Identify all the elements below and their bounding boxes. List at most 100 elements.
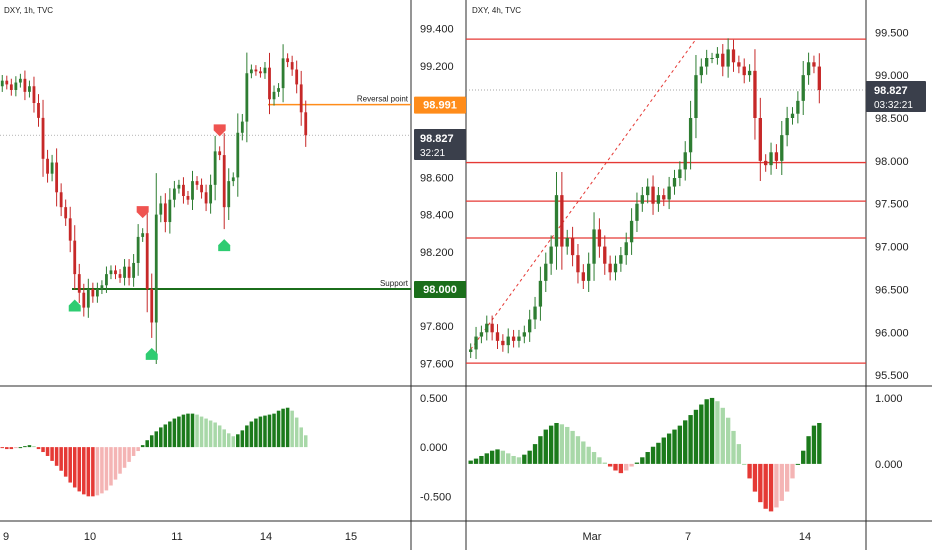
candle-body: [73, 240, 77, 275]
left-histogram: [0, 407, 308, 497]
candle-body: [662, 195, 666, 200]
left-countdown: 32:21: [420, 148, 445, 159]
left-y-tick: 98.200: [420, 247, 454, 259]
histogram-bar: [195, 414, 199, 448]
histogram-bar: [715, 401, 720, 464]
candle-body: [533, 306, 537, 320]
left-y-tick: 97.800: [420, 321, 454, 333]
candle-body: [694, 75, 698, 118]
left-hist-tick: 0.500: [420, 393, 448, 405]
histogram-bar: [186, 413, 190, 448]
candle-body: [14, 82, 18, 90]
candle-body: [154, 214, 158, 323]
histogram-bar: [784, 463, 790, 492]
histogram-bar: [27, 445, 32, 448]
candle-body: [236, 132, 240, 178]
right-y-axis: 99.500 99.000 98.500 98.000 97.500 97.000 96.5…: [875, 27, 909, 382]
candle-body: [182, 184, 185, 196]
candle-body: [281, 58, 285, 89]
histogram-bar: [149, 435, 154, 448]
histogram-bar: [543, 429, 548, 464]
right-level-lines: [466, 38, 866, 364]
histogram-bar: [768, 463, 774, 512]
candle-body: [646, 186, 650, 196]
histogram-bar: [276, 410, 281, 448]
histogram-bar: [59, 447, 63, 471]
reversal-line-label: Reversal point: [357, 95, 409, 104]
candle-body: [528, 319, 532, 333]
candle-body: [597, 229, 602, 247]
candle-body: [295, 69, 299, 85]
candle-body: [299, 84, 303, 113]
histogram-bar: [704, 399, 709, 464]
candle-body: [742, 66, 746, 76]
histogram-bar: [95, 447, 100, 496]
histogram-bar: [14, 447, 18, 449]
histogram-bar: [736, 444, 742, 464]
histogram-bar: [245, 425, 249, 448]
histogram-bar: [516, 457, 522, 464]
histogram-bar: [181, 414, 186, 448]
histogram-bar: [586, 446, 591, 464]
candle-body: [177, 184, 181, 189]
candle-body: [109, 270, 113, 275]
histogram-bar: [645, 452, 650, 464]
right-y-tick: 96.000: [875, 327, 909, 339]
candle-body: [249, 69, 253, 74]
right-hist-tick: 0.000: [875, 459, 903, 471]
histogram-bar: [254, 418, 258, 448]
left-x-tick: 14: [260, 531, 272, 543]
candle-body: [737, 62, 741, 67]
candle-body: [554, 195, 559, 247]
histogram-bar: [5, 447, 9, 450]
histogram-bar: [154, 431, 159, 448]
candle-body: [506, 336, 510, 346]
candle-body: [145, 233, 149, 289]
candle-body: [32, 86, 36, 103]
histogram-bar: [127, 447, 131, 462]
candle-body: [581, 272, 585, 281]
histogram-bar: [263, 415, 267, 448]
candle-body: [159, 203, 163, 215]
candle-body: [213, 151, 217, 185]
candle-body: [705, 58, 709, 67]
histogram-bar: [699, 404, 704, 464]
sell-arrow: [136, 206, 149, 219]
left-x-tick: 10: [84, 531, 96, 543]
candle-body: [9, 84, 13, 90]
histogram-bar: [742, 463, 747, 465]
histogram-bar: [731, 430, 736, 464]
candle-body: [118, 274, 122, 278]
histogram-bar: [602, 462, 607, 464]
histogram-bar: [91, 447, 95, 497]
candle-body: [469, 349, 473, 352]
histogram-bar: [77, 447, 82, 492]
histogram-bar: [290, 410, 294, 448]
right-x-tick: Mar: [583, 531, 602, 543]
candle-body: [259, 71, 262, 74]
candle-body: [640, 195, 644, 204]
left-last-price: 98.827: [420, 133, 454, 145]
histogram-bar: [618, 463, 624, 474]
candle-body: [806, 62, 811, 76]
histogram-bar: [272, 413, 276, 448]
histogram-bar: [624, 463, 629, 471]
histogram-bar: [640, 457, 645, 464]
histogram-bar: [720, 407, 725, 464]
histogram-bar: [570, 430, 575, 464]
candle-body: [721, 53, 725, 67]
candle-body: [277, 88, 280, 92]
candle-body: [774, 152, 779, 161]
left-y-tick: 98.600: [420, 172, 454, 184]
candle-body: [150, 289, 154, 323]
candle-body: [678, 169, 682, 178]
right-x-tick: 7: [685, 531, 691, 543]
sell-arrow: [213, 124, 226, 137]
right-hist-tick: 1.000: [875, 393, 903, 405]
left-y-axis: 99.400 99.200 98.600 98.400 98.200 97.800 97.6…: [420, 24, 454, 371]
candle-body: [603, 246, 607, 264]
candle-body: [5, 80, 9, 85]
histogram-bar: [32, 446, 36, 448]
right-last-price-box: [866, 81, 926, 112]
histogram-bar: [249, 421, 254, 448]
